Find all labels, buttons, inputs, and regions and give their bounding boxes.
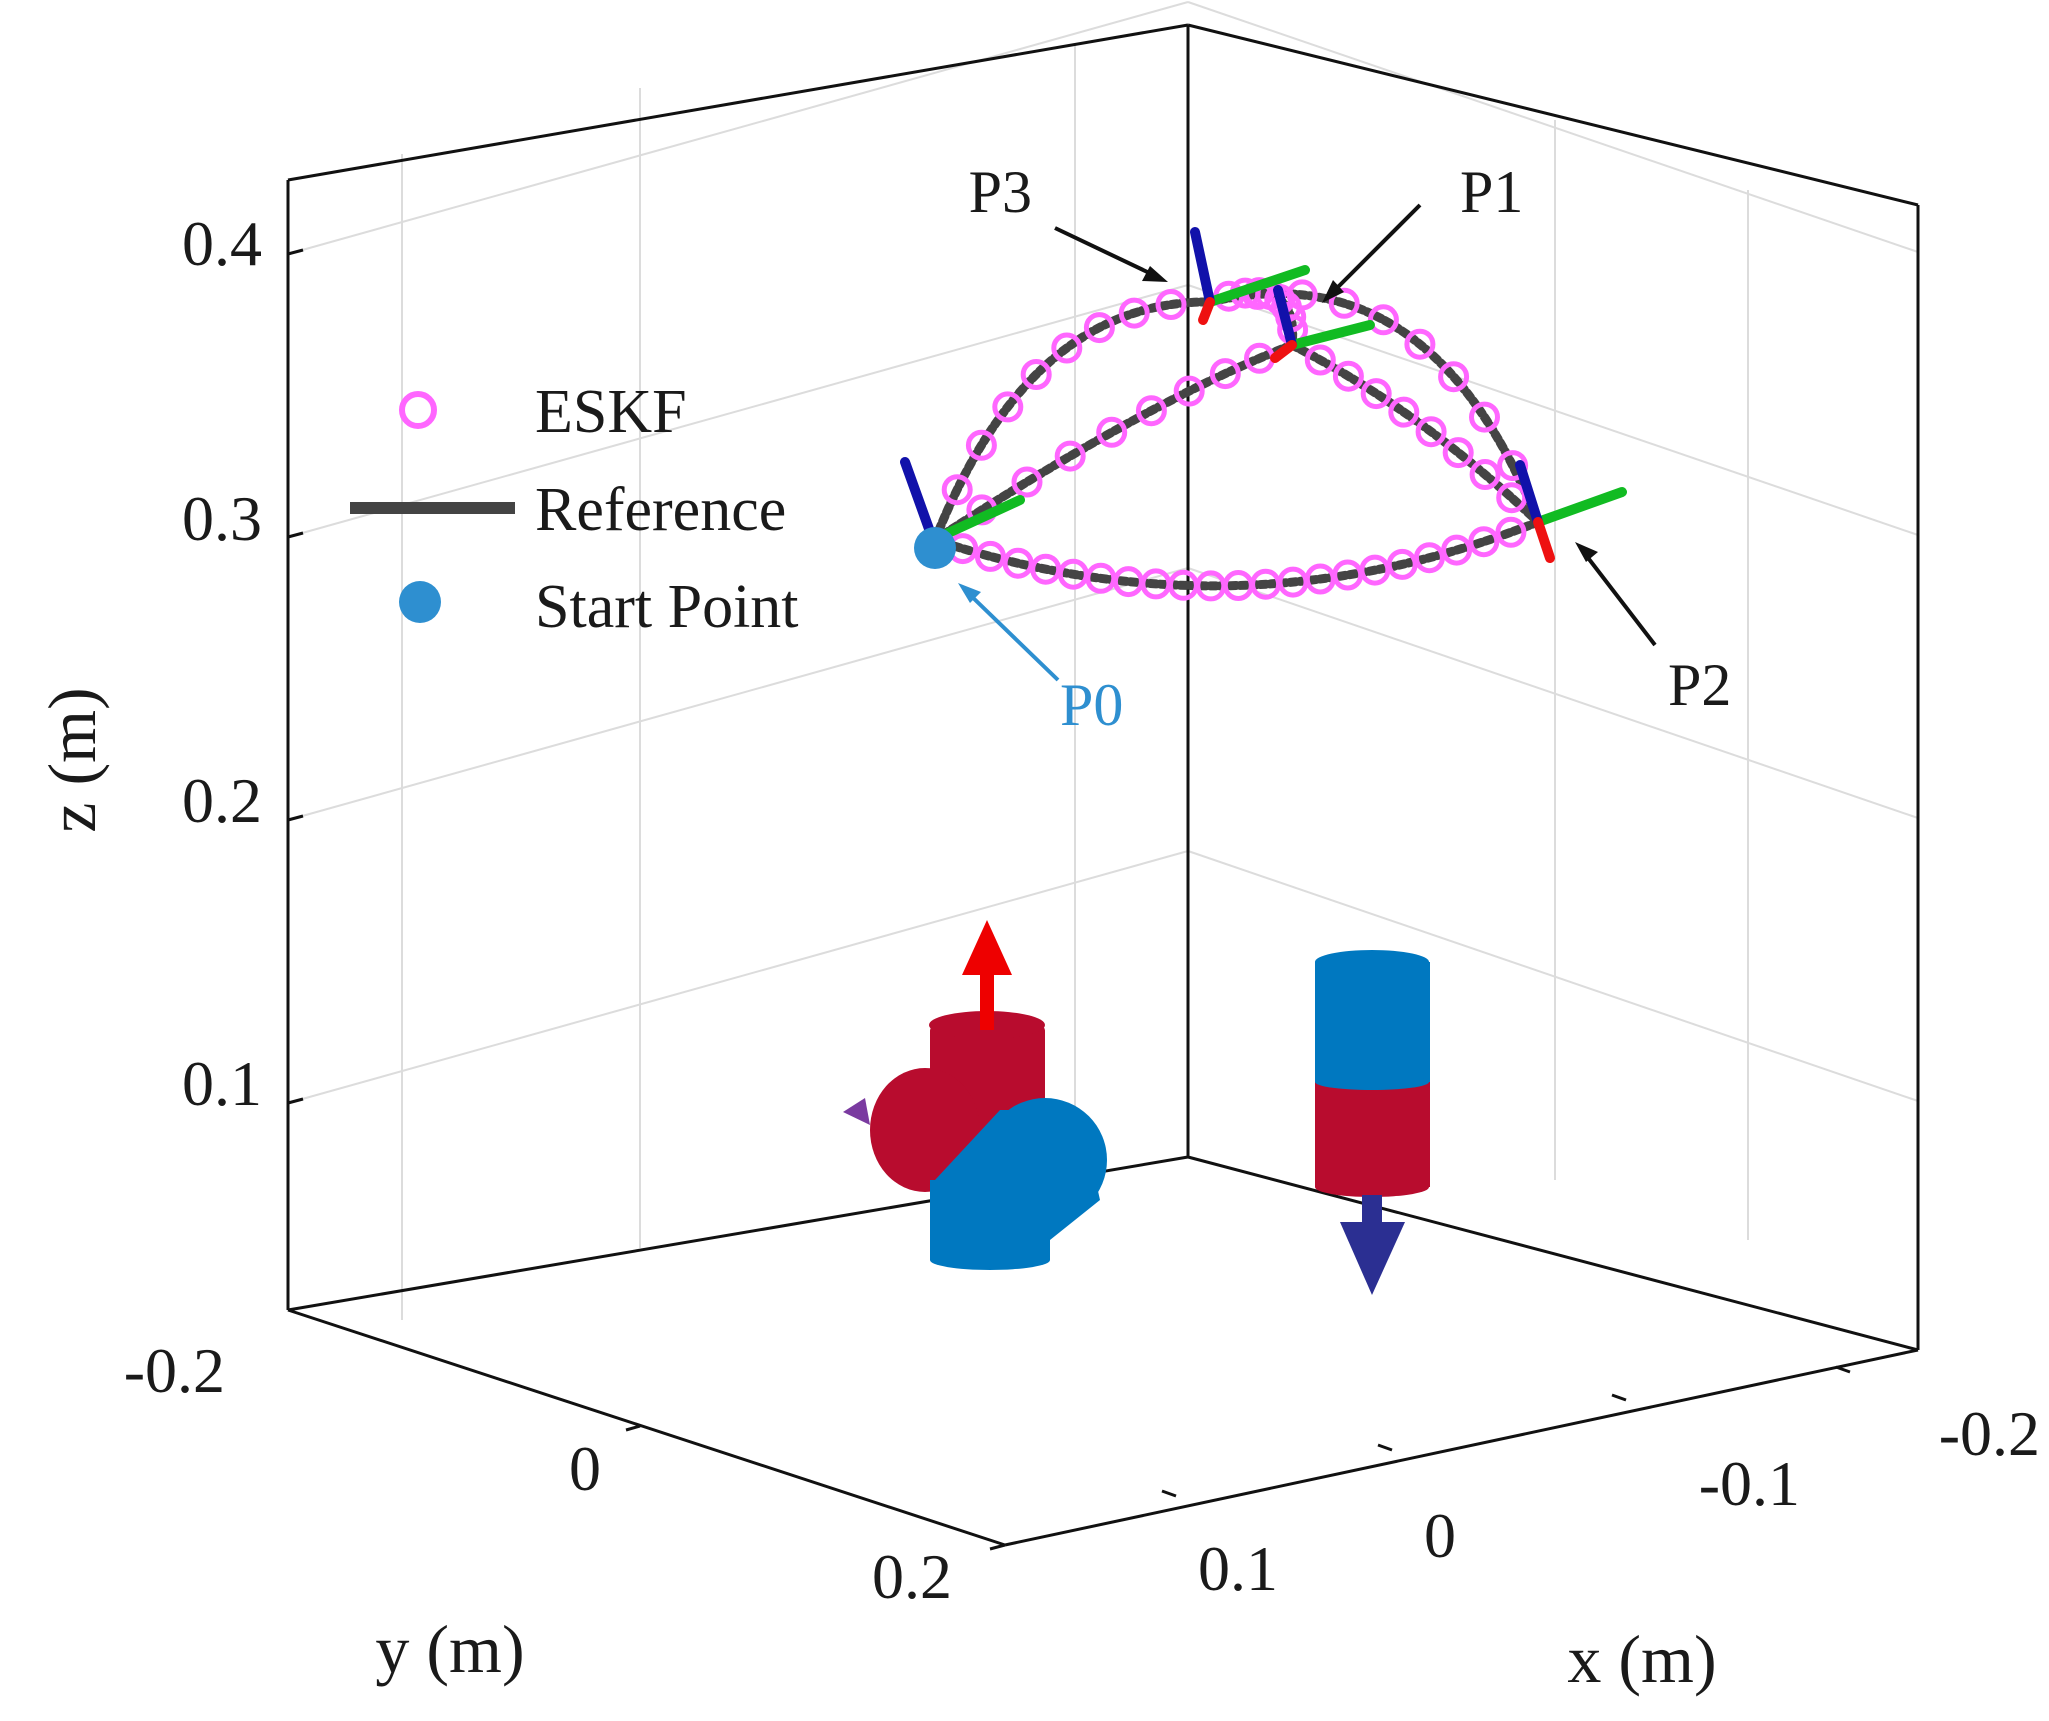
robot-right-model [1315,950,1430,1295]
eskf-marker [1286,279,1318,311]
z-tick-label: 0.1 [182,1048,262,1119]
annotation-arrowheads [958,266,1598,603]
eskf-marker [1413,542,1445,574]
eskf-marker [941,474,973,506]
eskf-marker [1304,344,1336,376]
point-label-p2: P2 [1668,652,1731,718]
y-axis-label: y (m) [375,1611,524,1687]
z-tick-label: 0.2 [182,765,262,836]
x-tick-label: -0.1 [1699,1448,1800,1519]
y-tick-marks [625,1424,1006,1551]
eskf-marker [1118,297,1150,329]
eskf-marker [1442,437,1474,469]
eskf-marker [1051,332,1083,364]
x-tick-marks [1161,1365,1851,1498]
eskf-marker [974,540,1006,572]
eskf-marker [1083,312,1115,344]
legend-start-label: Start Point [535,573,799,641]
z-tick-label: 0.4 [182,208,262,279]
eskf-marker [1438,361,1470,393]
legend-start-marker [399,581,441,623]
eskf-marker [1495,516,1527,548]
annotation-arrows [963,203,1657,682]
eskf-marker [1030,553,1062,585]
eskf-marker [1155,289,1187,320]
pose-frame-p1 [1270,285,1375,363]
grid [287,1,1919,1320]
eskf-marker [1469,401,1500,433]
pose-frame-p2 [1515,460,1627,563]
eskf-marker [1173,375,1205,407]
legend-reference-label: Reference [535,476,786,544]
y-tick-label: 0.2 [872,1541,952,1612]
robot-left-model [843,920,1107,1270]
ref-segment-p2-p0 [930,517,1543,591]
eskf-markers [941,277,1529,602]
z-tick-marks [287,248,304,1105]
eskf-marker [1360,378,1392,410]
x-tick-label: 0.1 [1198,1533,1278,1604]
x-tick-label: -0.2 [1939,1398,2040,1469]
eskf-marker [1441,534,1473,566]
z-axis-label: z (m) [34,687,110,832]
y-tick-label: 0 [569,1433,601,1504]
eskf-marker [1002,547,1034,579]
point-label-p3: P3 [969,159,1032,225]
z-tick-label: 0.3 [182,483,262,554]
eskf-marker [1404,328,1436,360]
eskf-marker [1367,304,1399,336]
eskf-marker [1496,482,1528,514]
eskf-marker [1054,440,1086,472]
eskf-marker [1011,466,1043,498]
point-label-p1: P1 [1460,159,1523,225]
eskf-marker [1209,358,1241,390]
eskf-marker [1497,450,1529,482]
x-axis-label: x (m) [1567,1621,1716,1697]
eskf-marker [992,391,1024,423]
eskf-marker [965,429,997,461]
eskf-marker [1388,396,1420,428]
axes-box [286,23,1920,1547]
eskf-marker [1096,416,1128,448]
ref-segment-p1-p2 [1287,340,1543,527]
eskf-marker [1415,416,1447,448]
y-tick-label: -0.2 [124,1335,225,1406]
eskf-marker [1135,395,1167,427]
eskf-marker [1328,287,1360,319]
start-point-marker [914,527,956,569]
legend-eskf-label: ESKF [535,378,687,446]
eskf-marker [1020,359,1052,390]
legend: ESKF Reference Start Point [350,378,799,641]
eskf-marker [1332,360,1364,392]
x-tick-label: 0 [1424,1500,1456,1571]
eskf-marker [1469,459,1501,490]
pose-frame-p3 [1190,227,1310,325]
eskf-marker [1468,526,1500,558]
point-label-p0: P0 [1060,672,1123,738]
legend-eskf-marker [399,391,437,429]
